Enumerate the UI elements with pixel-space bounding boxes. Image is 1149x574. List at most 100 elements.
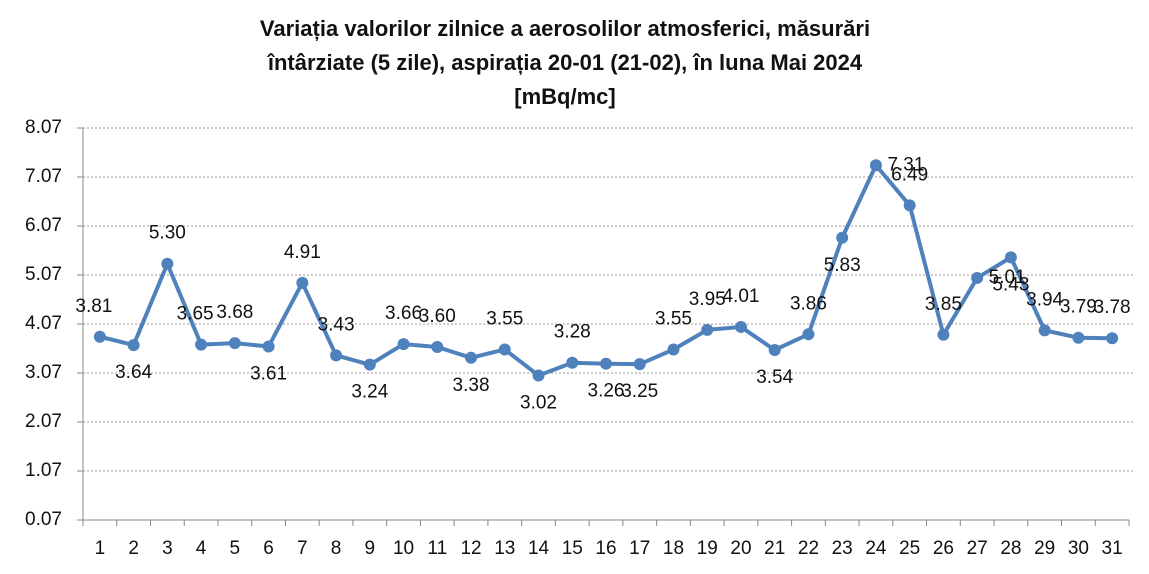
- data-point: [262, 340, 275, 353]
- x-tick-label: 12: [460, 538, 481, 559]
- y-tick-label: 6.07: [25, 215, 62, 236]
- y-tick-label: 1.07: [25, 460, 62, 481]
- data-label: 3.28: [554, 322, 591, 343]
- data-point: [1004, 251, 1017, 264]
- data-label: 3.60: [419, 306, 456, 327]
- x-tick-label: 29: [1034, 538, 1055, 559]
- data-point: [1106, 332, 1119, 345]
- data-label: 3.61: [250, 364, 287, 385]
- data-label: 3.81: [75, 296, 112, 317]
- data-label: 3.78: [1094, 297, 1131, 318]
- data-label: 5.43: [992, 274, 1029, 295]
- x-tick-label: 11: [427, 538, 447, 559]
- data-point: [600, 357, 612, 370]
- data-label: 5.30: [149, 223, 186, 244]
- data-point: [1038, 324, 1051, 337]
- data-point: [768, 343, 781, 356]
- data-label: 4.01: [722, 286, 759, 307]
- y-tick-label: 3.07: [25, 362, 62, 383]
- data-point: [836, 231, 849, 244]
- data-point: [1072, 331, 1085, 344]
- data-point: [734, 320, 747, 333]
- data-label: 5.01: [989, 267, 1026, 288]
- x-tick-label: 27: [967, 538, 988, 559]
- x-tick-label: 22: [798, 538, 819, 559]
- x-tick-label: 2: [128, 538, 139, 559]
- data-label: 3.66: [385, 303, 422, 324]
- data-point: [228, 337, 241, 350]
- data-point: [566, 356, 579, 369]
- x-tick-label: 6: [263, 538, 274, 559]
- data-label: 5.83: [824, 255, 861, 276]
- data-point: [802, 328, 815, 341]
- data-label: 3.55: [655, 308, 692, 329]
- x-tick-label: 30: [1068, 538, 1089, 559]
- x-tick-label: 26: [933, 538, 954, 559]
- data-point: [397, 338, 410, 351]
- x-tick-label: 31: [1102, 538, 1123, 559]
- data-label: 3.54: [756, 367, 793, 388]
- x-tick-label: 14: [528, 538, 550, 559]
- data-label: 3.43: [318, 314, 355, 335]
- y-tick-label: 4.07: [25, 313, 62, 334]
- x-tick-label: 3: [162, 538, 173, 559]
- data-label: 4.91: [284, 242, 321, 263]
- data-point: [465, 351, 478, 364]
- y-tick-label: 2.07: [25, 411, 62, 432]
- x-tick-label: 1: [95, 538, 106, 559]
- x-tick-label: 7: [297, 538, 308, 559]
- data-point: [363, 358, 376, 371]
- chart-title: întârziate (5 zile), aspirația 20-01 (21…: [267, 50, 863, 75]
- data-point: [93, 330, 106, 343]
- x-tick-label: 19: [697, 538, 718, 559]
- data-point: [971, 271, 984, 284]
- x-tick-label: 23: [832, 538, 853, 559]
- x-tick-label: 13: [494, 538, 515, 559]
- data-label: 3.02: [520, 392, 557, 413]
- data-point: [296, 276, 309, 289]
- data-label: 3.26: [588, 381, 625, 402]
- data-label: 3.95: [689, 289, 726, 310]
- x-tick-label: 15: [562, 538, 583, 559]
- x-tick-label: 9: [365, 538, 376, 559]
- data-label: 3.38: [453, 375, 490, 396]
- x-tick-label: 20: [730, 538, 751, 559]
- data-point: [330, 349, 343, 362]
- data-point: [127, 339, 140, 352]
- data-point: [667, 343, 680, 356]
- x-tick-label: 10: [393, 538, 414, 559]
- data-label: 3.64: [115, 362, 152, 383]
- x-tick-label: 28: [1000, 538, 1021, 559]
- data-label: 3.85: [925, 294, 962, 315]
- data-point: [701, 323, 714, 336]
- x-tick-label: 8: [331, 538, 342, 559]
- chart-title: Variația valorilor zilnice a aerosolilor…: [260, 16, 870, 41]
- data-point: [498, 343, 511, 356]
- x-tick-label: 16: [595, 538, 616, 559]
- x-tick-label: 17: [629, 538, 650, 559]
- x-tick-label: 4: [196, 538, 207, 559]
- y-tick-label: 8.07: [25, 117, 62, 138]
- data-label: 3.55: [486, 308, 523, 329]
- data-point: [195, 338, 208, 351]
- data-label: 3.65: [177, 304, 214, 325]
- x-tick-label: 18: [663, 538, 684, 559]
- x-tick-label: 5: [230, 538, 241, 559]
- x-tick-label: 25: [899, 538, 920, 559]
- y-tick-label: 0.07: [25, 509, 62, 530]
- data-label: 3.68: [216, 302, 253, 323]
- data-point: [161, 257, 174, 270]
- data-point: [532, 369, 545, 382]
- data-point: [869, 159, 882, 172]
- x-tick-label: 24: [865, 538, 887, 559]
- data-label: 7.31: [887, 154, 924, 175]
- data-label: 6.49: [891, 164, 928, 185]
- data-label: 3.24: [351, 382, 388, 403]
- data-point: [903, 199, 916, 212]
- x-tick-label: 21: [764, 538, 785, 559]
- y-tick-label: 5.07: [25, 264, 62, 285]
- chart-title: [mBq/mc]: [514, 84, 615, 109]
- data-label: 3.79: [1060, 297, 1097, 318]
